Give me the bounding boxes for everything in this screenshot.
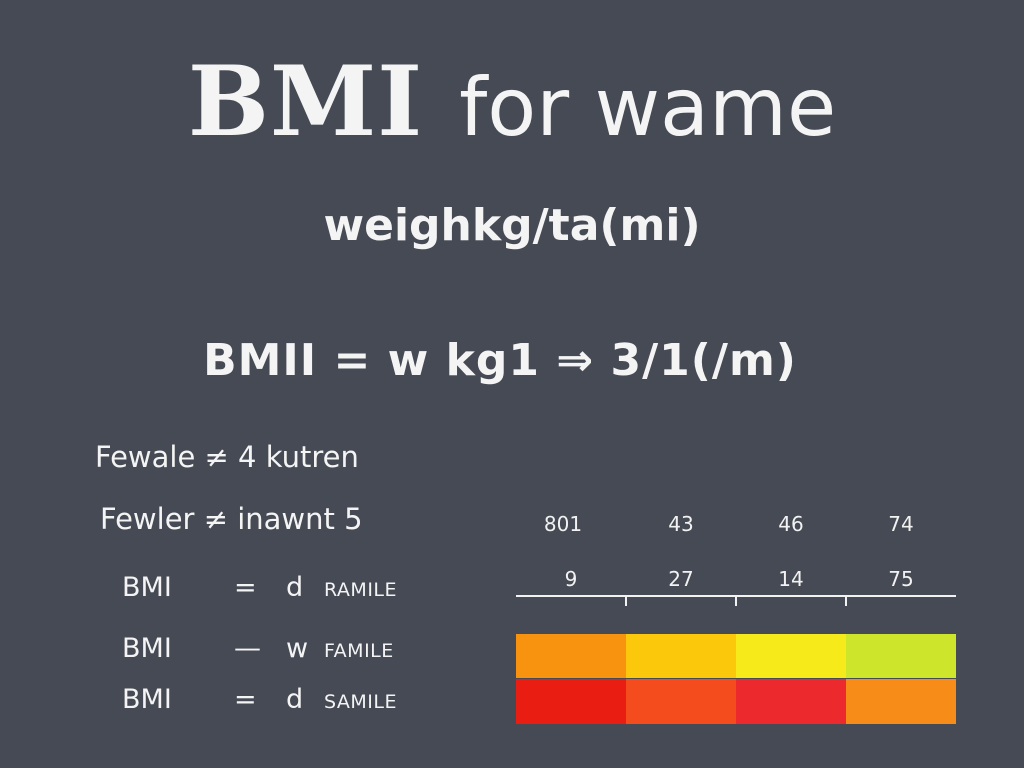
scale-header-value: 27 <box>668 567 693 591</box>
scale-color-cell <box>626 634 736 678</box>
bmi-row-label: BMI <box>122 684 172 715</box>
scale-header-value: 75 <box>888 567 913 591</box>
bmi-row-label: BMI <box>122 572 172 603</box>
title-bmi: BMI <box>187 45 424 158</box>
scale-header-value: 74 <box>888 512 913 536</box>
text-line-1: Fewale ≠ 4 kutren <box>95 440 359 474</box>
formula: BMII = w kg1 ⇒ 3/1(/m) <box>203 335 797 386</box>
scale-color-cell <box>516 634 626 678</box>
bmi-row-label: BMI <box>122 633 172 664</box>
bmi-row-variable: d <box>286 684 304 715</box>
subtitle: weighkg/ta(mi) <box>323 200 701 251</box>
bmi-row-variable: w <box>286 633 309 664</box>
bmi-row-caption: FAMILE <box>324 640 394 662</box>
scale-header-value: 46 <box>778 512 803 536</box>
bmi-row-operator: = <box>234 684 257 715</box>
bmi-row-caption: RAMILE <box>324 579 398 601</box>
title-rest: for wame <box>459 61 837 154</box>
scale-header-value: 14 <box>778 567 803 591</box>
scale-header-value: 43 <box>668 512 693 536</box>
bmi-row-variable: d <box>286 572 304 603</box>
bmi-row: BMI — w FAMILE <box>122 633 394 664</box>
scale-color-cell <box>516 679 626 724</box>
scale-color-cell <box>626 679 736 724</box>
scale-color-cell <box>736 634 846 678</box>
scale-header-value: 9 <box>565 567 578 591</box>
bmi-row-operator: = <box>234 572 257 603</box>
bmi-row-caption: SAMILE <box>324 691 397 713</box>
bmi-row: BMI = d RAMILE <box>122 572 397 603</box>
bmi-row-operator: — <box>234 633 261 664</box>
bmi-row: BMI = d SAMILE <box>122 684 397 715</box>
scale-color-cell <box>736 679 846 724</box>
scale-color-cell <box>846 679 956 724</box>
scale-header-value: 801 <box>544 512 582 536</box>
scale-color-cell <box>846 634 956 678</box>
page-title: BMI for wame <box>0 45 1024 158</box>
text-line-2: Fewler ≠ inawnt 5 <box>100 502 363 536</box>
